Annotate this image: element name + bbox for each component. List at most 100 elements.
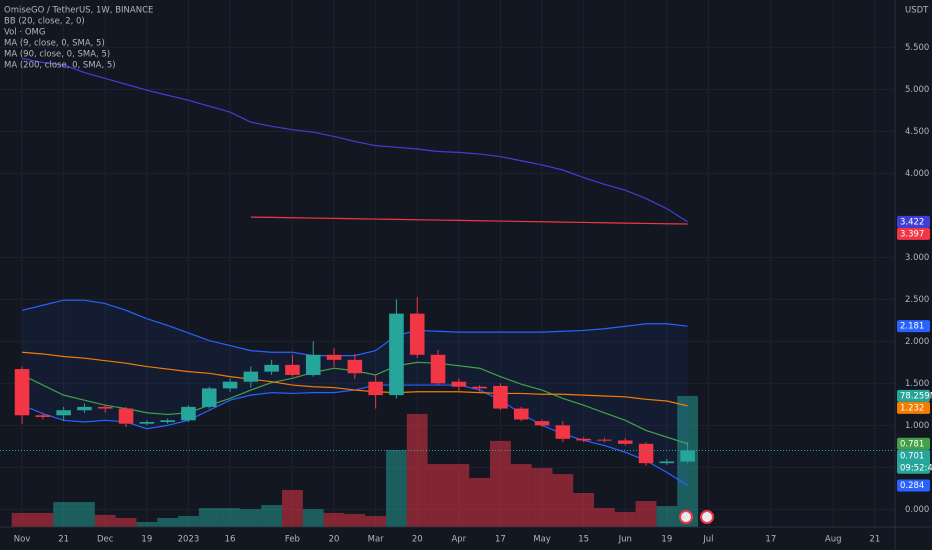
x-tick-label: Apr — [451, 535, 466, 545]
legend-entry: MA (90, close, 0, SMA, 5) — [4, 50, 110, 60]
event-icon[interactable] — [700, 510, 714, 524]
y-tick-label: 4.500 — [905, 127, 929, 137]
volume-bar — [448, 464, 470, 527]
volume-bar — [240, 509, 262, 527]
volume-bar — [552, 474, 574, 527]
candle-body — [97, 406, 113, 409]
candle-body — [493, 385, 508, 409]
volume-bar — [573, 492, 595, 527]
price-label: 0.701 — [900, 451, 924, 461]
x-tick-label: 17 — [765, 535, 776, 545]
candle-body — [368, 381, 383, 396]
candle-body — [576, 438, 591, 441]
x-tick-label: 16 — [225, 535, 236, 545]
x-tick-label: 15 — [578, 535, 589, 545]
indicator-line — [21, 351, 688, 407]
volume-bar — [157, 517, 179, 527]
legend-entry: Vol · OMG — [4, 28, 45, 38]
candle-body — [451, 381, 467, 387]
volume-bar — [614, 511, 636, 527]
candle-body — [35, 415, 51, 417]
x-tick-label: 19 — [141, 535, 152, 545]
x-tick-label: Jun — [618, 535, 632, 545]
indicator-line — [250, 216, 688, 225]
price-label: 2.181 — [900, 322, 924, 332]
candle-body — [680, 450, 695, 462]
y-tick-label: 1.000 — [905, 421, 929, 431]
legend-entry: MA (9, close, 0, SMA, 5) — [4, 39, 105, 49]
price-label: 3.422 — [900, 217, 924, 227]
volume-bar — [261, 505, 283, 527]
y-tick-label: 2.500 — [905, 295, 929, 305]
x-tick-label: Dec — [97, 535, 114, 545]
price-label-bg — [897, 449, 930, 474]
candle-body — [597, 439, 612, 441]
volume-bar — [198, 508, 220, 527]
volume-bar — [11, 512, 33, 527]
volume-bar — [219, 508, 241, 527]
x-tick-label: May — [533, 535, 551, 545]
x-tick-label: 21 — [58, 535, 69, 545]
candle-body — [222, 381, 238, 389]
candle-body — [513, 408, 529, 420]
volume-bar — [490, 440, 511, 527]
price-label-bg — [897, 320, 930, 333]
candle-body — [77, 406, 92, 411]
x-tick-label: 17 — [495, 535, 506, 545]
x-tick-label: 21 — [869, 535, 880, 545]
volume-bar — [74, 502, 95, 527]
band-fill — [22, 300, 688, 486]
x-tick-label: Feb — [285, 535, 300, 545]
candle-body — [326, 354, 342, 360]
price-label: 0.284 — [900, 481, 924, 491]
y-tick-label: 4.000 — [905, 169, 929, 179]
price-label-bg — [897, 479, 930, 492]
event-icons[interactable] — [679, 510, 714, 524]
price-label: 3.397 — [900, 229, 924, 239]
candle-body — [305, 354, 321, 375]
volume-bar — [302, 509, 324, 527]
plot — [0, 0, 895, 527]
volume-bar — [178, 515, 199, 527]
volume-bar — [386, 449, 407, 527]
volume-bar — [531, 468, 553, 527]
price-label-bg — [897, 437, 930, 450]
candle-body — [264, 364, 279, 372]
y-tick-label: 0.000 — [905, 505, 929, 515]
price-label: 1.232 — [900, 403, 924, 413]
volume-bar — [656, 506, 678, 527]
volume-bar — [282, 489, 303, 527]
candle-body — [409, 313, 425, 355]
price-label: 0.781 — [900, 439, 924, 449]
candle-body — [181, 406, 196, 421]
candle-body — [118, 408, 134, 424]
event-icon[interactable] — [679, 510, 693, 524]
candle-body — [160, 420, 175, 423]
x-tick-label: 20 — [329, 535, 340, 545]
x-tick-label: Nov — [14, 535, 31, 545]
y-tick-label: 2.000 — [905, 337, 929, 347]
candle-body — [617, 440, 633, 444]
candle-body — [285, 364, 300, 375]
candle-body — [14, 369, 30, 416]
volume-bar — [344, 513, 366, 527]
x-tick-label: Aug — [825, 535, 842, 545]
indicator-line — [21, 57, 688, 223]
volume-bar — [427, 464, 449, 527]
price-label: 78.259M — [900, 391, 932, 401]
y-tick-label: 1.500 — [905, 379, 929, 389]
volume-bar — [594, 508, 615, 527]
volume-bar — [365, 515, 387, 527]
chart-title: OmiseGO / TetherUS, 1W, BINANCE — [4, 6, 153, 16]
price-label-bg — [897, 401, 930, 414]
x-tick-label: Mar — [368, 535, 385, 545]
price-label-bg — [897, 389, 930, 402]
x-tick-label: Jul — [702, 535, 713, 545]
candle-body — [472, 386, 487, 389]
volume-bar — [323, 512, 345, 527]
candle-body — [430, 354, 446, 384]
candle-body — [555, 425, 571, 439]
volume-bar — [32, 512, 54, 527]
x-tick-label: 19 — [661, 535, 672, 545]
